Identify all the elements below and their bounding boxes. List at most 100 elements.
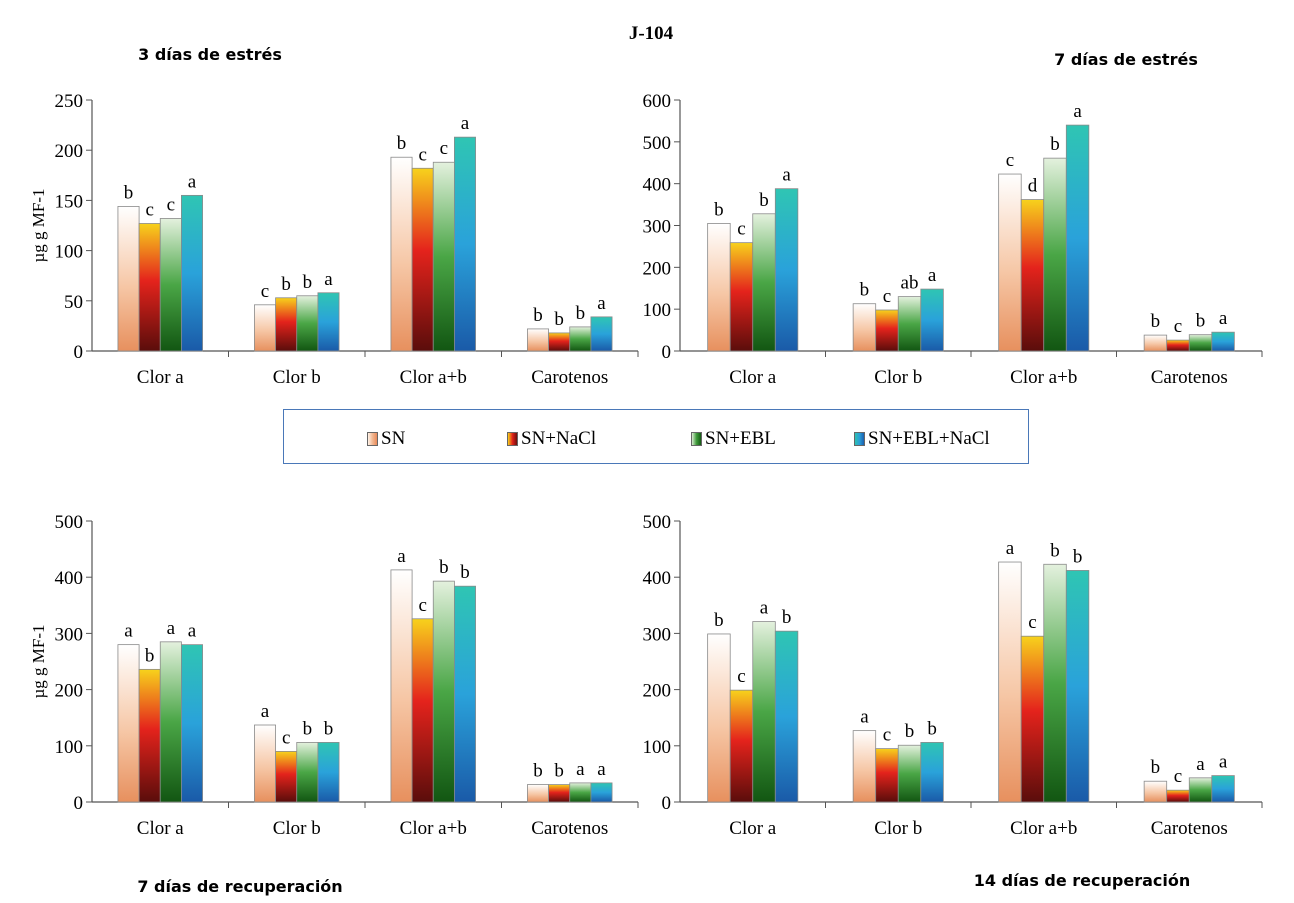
bar-sn-ebl-clor-a (752, 621, 776, 803)
y-tick-label: 200 (643, 681, 672, 702)
bar-sn-clor-a-b (998, 173, 1022, 352)
y-tick-label: 250 (55, 91, 84, 112)
bar-sn-nacl-clor-a-b (1020, 199, 1045, 352)
significance-letter: b (460, 562, 470, 583)
significance-letter: b (714, 610, 724, 631)
y-tick-label: 0 (662, 342, 672, 363)
significance-letter: a (1196, 754, 1205, 775)
legend-item-sn: SN (367, 428, 405, 450)
category-label: Clor a+b (400, 818, 467, 839)
bar-sn-clor-a (117, 644, 140, 803)
chart-panel-3: 7 días de recuperación 0 100 200 300 400 500 µg… (29, 512, 639, 896)
y-tick-label: 0 (74, 793, 84, 814)
significance-letter: a (1219, 752, 1228, 773)
significance-letter: b (1196, 311, 1206, 332)
significance-letter: b (927, 718, 937, 739)
y-tick-label: 300 (55, 624, 84, 645)
y-tick-label: 400 (643, 568, 672, 589)
significance-letter: a (461, 113, 470, 134)
significance-letter: c (167, 194, 175, 215)
legend-label: SN+NaCl (521, 428, 597, 449)
chart-panel-2: 7 días de estrés0100200300400500600bcbaC… (643, 50, 1263, 388)
bar-sn-ebl-nacl-clor-a (181, 644, 203, 803)
y-tick-label: 100 (55, 737, 84, 758)
category-label: Clor b (874, 818, 922, 839)
bar-sn-clor-a (117, 206, 140, 352)
bar-sn-ebl-clor-b (897, 296, 922, 352)
bar-sn-clor-b (254, 304, 276, 352)
bar-sn-clor-b (852, 730, 877, 803)
bar-sn-clor-a (707, 223, 731, 352)
significance-letter: d (1028, 176, 1038, 197)
significance-letter: b (324, 718, 334, 739)
bar-sn-ebl-clor-b (296, 295, 319, 352)
significance-letter: a (188, 171, 197, 192)
bar-sn-clor-b (852, 303, 877, 352)
y-tick-label: 400 (643, 175, 672, 196)
chart-title: 7 días de recuperación (137, 877, 342, 896)
bar-sn-ebl-nacl-clor-b (920, 288, 944, 352)
significance-letter: ab (901, 273, 919, 294)
bar-sn-ebl-nacl-clor-a-b (1065, 124, 1090, 352)
category-label: Carotenos (1151, 367, 1228, 388)
bar-sn-ebl-nacl-clor-a (774, 188, 799, 352)
category-label: Clor a (137, 367, 185, 388)
significance-letter: c (282, 727, 290, 748)
figure-title: J-104 (629, 23, 674, 44)
y-axis-label: µg g MF-1 (29, 624, 48, 698)
chart-panel-1: 3 días de estrés 0 50 100 150 200 250 µg g MF-1… (29, 45, 639, 388)
bar-sn-ebl-clor-a-b (432, 580, 455, 803)
bar-sn-nacl-clor-a-b (1020, 635, 1045, 803)
bar-sn-clor-a-b (998, 561, 1022, 803)
significance-letter: b (281, 274, 291, 295)
significance-letter: c (1006, 150, 1014, 171)
significance-letter: b (576, 303, 586, 324)
significance-letter: a (597, 759, 606, 780)
legend-swatch-sn (367, 432, 378, 446)
category-label: Clor a+b (1010, 818, 1077, 839)
significance-letter: a (167, 618, 176, 639)
bar-sn-carotenos (1143, 780, 1168, 803)
significance-letter: b (1151, 757, 1161, 778)
y-tick-label: 150 (55, 191, 84, 212)
significance-letter: a (597, 293, 606, 314)
chart-title: 7 días de estrés (1054, 50, 1198, 69)
y-tick-label: 400 (55, 568, 84, 589)
significance-letter: b (303, 718, 313, 739)
bar-sn-ebl-nacl-carotenos (1211, 331, 1235, 352)
significance-letter: a (860, 707, 869, 728)
significance-letter: a (1006, 538, 1015, 559)
significance-letter: b (759, 190, 769, 211)
bar-sn-nacl-clor-a (729, 689, 754, 803)
significance-letter: a (1073, 101, 1082, 122)
bar-sn-ebl-carotenos (1188, 334, 1213, 352)
significance-letter: c (883, 725, 891, 746)
bar-sn-ebl-nacl-carotenos (1211, 775, 1235, 803)
significance-letter: a (928, 265, 937, 286)
y-tick-label: 600 (643, 91, 672, 112)
significance-letter: a (782, 165, 791, 186)
category-label: Clor a+b (1010, 367, 1077, 388)
y-tick-label: 300 (643, 624, 672, 645)
significance-letter: b (1050, 540, 1060, 561)
y-tick-label: 0 (74, 342, 84, 363)
bar-sn-ebl-carotenos (1188, 777, 1213, 803)
legend-item-sn-nacl: SN+NaCl (507, 428, 596, 450)
bar-sn-ebl-clor-b (296, 742, 319, 803)
significance-letter: b (533, 761, 543, 782)
significance-letter: b (1151, 311, 1161, 332)
bar-sn-ebl-nacl-carotenos (590, 316, 613, 352)
y-axis-label: µg g MF-1 (29, 188, 48, 262)
significance-letter: c (883, 286, 891, 307)
bar-sn-ebl-clor-a-b (1043, 563, 1067, 803)
bar-sn-clor-a-b (390, 156, 413, 352)
bar-sn-ebl-nacl-clor-a-b (1065, 570, 1090, 803)
category-label: Clor a (729, 367, 777, 388)
y-tick-label: 500 (643, 512, 672, 533)
significance-letter: a (760, 598, 769, 619)
bar-sn-nacl-clor-a (729, 242, 754, 352)
significance-letter: b (439, 557, 449, 578)
bar-sn-nacl-carotenos (548, 332, 571, 352)
bar-sn-nacl-clor-a-b (411, 167, 434, 352)
chart-title: 14 días de recuperación (974, 871, 1191, 890)
